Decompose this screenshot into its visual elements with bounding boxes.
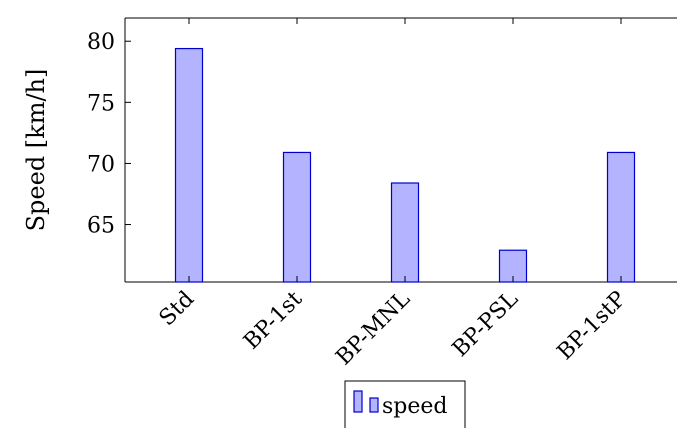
y-tick-label-70: 70 <box>87 152 115 177</box>
x-tick-label-bp-1stp: BP-1stP <box>553 286 632 365</box>
legend-swatch-bar-2 <box>369 397 379 413</box>
y-axis-title: Speed [km/h] <box>22 69 50 232</box>
legend: speed <box>344 380 466 428</box>
x-tick-label-std: Std <box>155 287 200 332</box>
bar-std <box>174 47 204 283</box>
legend-swatch-bar-1 <box>353 390 363 413</box>
y-tick-label-80: 80 <box>87 30 115 55</box>
legend-label: speed <box>382 394 448 419</box>
bar-bp-1stp <box>606 151 636 283</box>
x-tick-label-bp-1st: BP-1st <box>239 286 307 354</box>
bars <box>174 47 636 283</box>
x-tick-label-bp-mnl: BP-MNL <box>331 286 415 370</box>
legend-box <box>344 380 466 428</box>
y-tick-label-75: 75 <box>87 91 115 116</box>
bar-bp-mnl <box>390 182 420 283</box>
y-ticks: 65 70 75 80 <box>87 30 131 239</box>
bar-bp-1st <box>282 151 312 283</box>
x-tick-label-bp-psl: BP-PSL <box>448 286 524 362</box>
y-tick-label-65: 65 <box>87 214 115 239</box>
